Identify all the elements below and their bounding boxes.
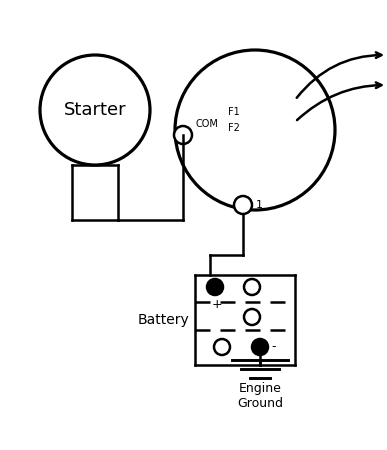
Circle shape <box>174 126 192 144</box>
Text: F2: F2 <box>228 123 240 133</box>
Text: COM: COM <box>195 119 218 129</box>
Circle shape <box>252 339 268 355</box>
Circle shape <box>234 196 252 214</box>
Circle shape <box>244 279 260 295</box>
Text: 1: 1 <box>256 200 263 210</box>
Text: Engine
Ground: Engine Ground <box>237 382 283 410</box>
Text: Battery: Battery <box>137 313 189 327</box>
Text: -: - <box>271 341 276 354</box>
Circle shape <box>207 279 223 295</box>
Text: +: + <box>212 298 222 311</box>
Circle shape <box>244 309 260 325</box>
Text: Starter: Starter <box>64 101 126 119</box>
Circle shape <box>214 339 230 355</box>
Text: F1: F1 <box>228 107 240 117</box>
